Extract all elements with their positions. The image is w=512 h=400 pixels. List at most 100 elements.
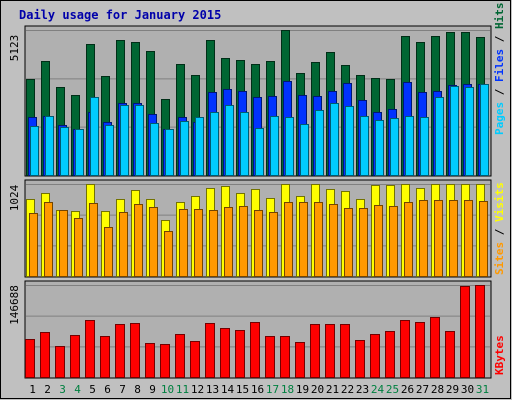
x-tick-label: 9 (149, 383, 156, 396)
bar-sites-day-31 (479, 201, 488, 277)
x-tick-label: 18 (281, 383, 294, 396)
x-tick-label: 13 (206, 383, 219, 396)
x-axis-labels: 1 2 3 4 5 6 7 8 9 10 11 12 13 14 15 16 17 18 19 20 21 22 23 24 2… (29, 383, 489, 396)
bar-pages-day-13 (210, 112, 219, 176)
bar-sites-day-27 (419, 200, 428, 277)
bar-pages-day-21 (330, 103, 339, 176)
bar-kbytes-day-2 (40, 332, 50, 378)
x-tick-label: 2 (44, 383, 51, 396)
legend-sep-2: / (493, 29, 506, 49)
legend-files: Files (493, 49, 506, 82)
x-tick-label: 8 (134, 383, 141, 396)
x-tick-label: 7 (119, 383, 126, 396)
legend-hits: Hits (493, 3, 506, 30)
legend-sep-3: / (493, 222, 506, 242)
bar-pages-day-26 (405, 116, 414, 176)
bar-kbytes-day-31 (475, 285, 485, 378)
bar-sites-day-24 (374, 205, 383, 277)
legend-hits-files-pages: Pages / Files / Hits (493, 3, 506, 136)
bar-sites-day-8 (134, 204, 143, 277)
bar-pages-day-30 (465, 87, 474, 176)
x-tick-label: 12 (191, 383, 204, 396)
bar-kbytes-day-8 (130, 323, 140, 378)
x-tick-label: 19 (296, 383, 309, 396)
bar-kbytes-day-25 (385, 331, 395, 378)
bar-sites-day-3 (59, 210, 68, 277)
bar-pages-day-29 (450, 86, 459, 176)
bar-kbytes-day-14 (220, 328, 230, 378)
bar-pages-day-9 (150, 123, 159, 176)
x-tick-label: 5 (89, 383, 96, 396)
x-tick-label: 21 (326, 383, 339, 396)
bar-pages-day-27 (420, 117, 429, 176)
y-tick-kbytes: 146688 (8, 285, 21, 325)
x-tick-label: 16 (251, 383, 264, 396)
bar-kbytes-day-20 (310, 324, 320, 378)
bar-sites-day-12 (194, 209, 203, 277)
bar-sites-day-11 (179, 209, 188, 277)
bar-kbytes-day-27 (415, 322, 425, 378)
bar-kbytes-day-22 (340, 324, 350, 378)
bars-layer (25, 30, 489, 378)
bar-sites-day-22 (344, 208, 353, 277)
bar-pages-day-23 (360, 116, 369, 176)
legend-visits: Visits (493, 182, 506, 222)
bar-kbytes-day-11 (175, 334, 185, 378)
bar-sites-day-29 (449, 200, 458, 277)
x-tick-label: 28 (431, 383, 444, 396)
x-tick-label: 15 (236, 383, 249, 396)
bar-pages-day-14 (225, 105, 234, 176)
bar-sites-day-1 (29, 213, 38, 277)
bar-sites-day-14 (224, 207, 233, 277)
bar-pages-day-1 (30, 126, 39, 176)
bar-sites-day-19 (299, 202, 308, 277)
bar-sites-day-5 (89, 203, 98, 277)
bar-pages-day-6 (105, 125, 114, 176)
x-tick-label: 30 (461, 383, 474, 396)
bar-sites-day-2 (44, 202, 53, 277)
bar-kbytes-day-7 (115, 324, 125, 378)
x-tick-label: 10 (161, 383, 174, 396)
bar-pages-day-31 (480, 84, 489, 176)
x-tick-label: 25 (386, 383, 399, 396)
bar-pages-day-11 (180, 121, 189, 176)
legend-sites: Sites (493, 242, 506, 275)
bar-pages-day-16 (255, 128, 264, 176)
bar-pages-day-7 (120, 105, 129, 176)
y-tick-hits: 5123 (8, 35, 21, 62)
bar-kbytes-day-10 (160, 344, 170, 378)
bar-kbytes-day-16 (250, 322, 260, 378)
bar-kbytes-day-21 (325, 324, 335, 378)
x-tick-label: 4 (74, 383, 81, 396)
x-tick-label: 6 (104, 383, 111, 396)
bar-pages-day-4 (75, 129, 84, 176)
bar-kbytes-day-15 (235, 330, 245, 378)
legend-sites-visits: Sites / Visits (493, 182, 506, 275)
bar-sites-day-18 (284, 202, 293, 277)
bar-kbytes-day-18 (280, 336, 290, 378)
bar-sites-day-25 (389, 206, 398, 277)
bar-sites-day-13 (209, 210, 218, 277)
bar-kbytes-day-30 (460, 286, 470, 378)
bar-pages-day-18 (285, 117, 294, 176)
bar-kbytes-day-29 (445, 331, 455, 378)
bar-pages-day-3 (60, 127, 69, 176)
bar-pages-day-2 (45, 116, 54, 176)
bar-sites-day-26 (404, 202, 413, 277)
bar-kbytes-day-12 (190, 341, 200, 378)
legend-kbytes: KBytes (493, 335, 506, 375)
x-tick-label: 17 (266, 383, 279, 396)
x-tick-label: 29 (446, 383, 459, 396)
bar-pages-day-12 (195, 117, 204, 176)
x-tick-label: 23 (356, 383, 369, 396)
chart-title: Daily usage for January 2015 (19, 8, 221, 22)
bar-pages-day-25 (390, 118, 399, 176)
bar-pages-day-28 (435, 97, 444, 176)
bar-kbytes-day-17 (265, 336, 275, 378)
bar-kbytes-day-6 (100, 336, 110, 378)
x-tick-label: 27 (416, 383, 429, 396)
bar-kbytes-day-19 (295, 342, 305, 378)
bar-pages-day-17 (270, 116, 279, 176)
bar-pages-day-20 (315, 110, 324, 176)
